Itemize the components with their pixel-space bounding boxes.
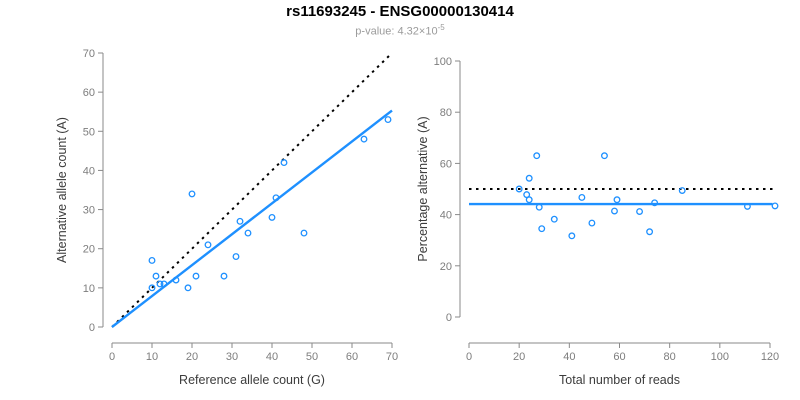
x-tick-label: 120 <box>761 351 779 363</box>
y-tick-label: 70 <box>83 48 95 60</box>
y-axis-title: Alternative allele count (A) <box>55 117 69 263</box>
data-point <box>244 229 252 237</box>
data-point <box>360 135 368 143</box>
x-axis-title: Total number of reads <box>559 373 680 387</box>
data-point <box>533 152 541 160</box>
data-point <box>220 272 228 280</box>
data-point <box>156 280 164 288</box>
y-tick-label: 60 <box>440 158 452 170</box>
y-tick-label: 20 <box>83 244 95 256</box>
y-tick-label: 50 <box>83 126 95 138</box>
x-tick-label: 0 <box>466 351 472 363</box>
x-tick-label: 20 <box>513 351 525 363</box>
x-tick-label: 0 <box>109 351 115 363</box>
x-tick-label: 10 <box>146 351 158 363</box>
x-tick-label: 50 <box>306 351 318 363</box>
y-tick-label: 0 <box>446 312 452 324</box>
x-axis-title: Reference allele count (G) <box>179 373 325 387</box>
data-point <box>525 174 533 182</box>
y-tick-label: 0 <box>89 322 95 334</box>
data-point <box>172 276 180 284</box>
figure-subtitle: p-value: 4.32×10-5 <box>0 23 800 38</box>
data-point <box>646 228 654 236</box>
y-tick-label: 40 <box>83 165 95 177</box>
x-tick-label: 80 <box>664 351 676 363</box>
y-tick-label: 30 <box>83 205 95 217</box>
x-tick-label: 20 <box>186 351 198 363</box>
x-tick-label: 100 <box>711 351 729 363</box>
data-point <box>515 185 523 193</box>
data-point <box>188 190 196 198</box>
data-point <box>525 196 533 204</box>
data-point <box>771 202 779 210</box>
data-point <box>613 196 621 204</box>
x-tick-label: 40 <box>563 351 575 363</box>
y-tick-label: 100 <box>434 56 452 68</box>
fit-line <box>111 109 393 328</box>
data-point <box>232 253 240 260</box>
data-point <box>588 219 596 227</box>
x-tick-label: 40 <box>266 351 278 363</box>
pvalue-exponent: -5 <box>437 23 445 32</box>
pvalue-text: p-value: 4.32×10 <box>355 25 438 38</box>
y-axis-title: Percentage alternative (A) <box>416 116 430 261</box>
x-tick-label: 70 <box>386 351 398 363</box>
data-point <box>204 241 212 249</box>
data-point <box>192 272 200 280</box>
data-point <box>568 232 576 240</box>
data-point <box>280 159 288 167</box>
data-point <box>611 207 618 215</box>
y-tick-label: 20 <box>440 261 452 273</box>
data-point <box>272 194 280 202</box>
data-point <box>152 272 160 280</box>
data-point <box>300 229 308 237</box>
figure-title: rs11693245 - ENSG00000130414 <box>286 3 514 20</box>
data-point <box>538 225 546 233</box>
data-point <box>148 257 156 264</box>
data-point <box>578 193 586 201</box>
data-point <box>550 215 558 223</box>
data-point <box>601 152 608 160</box>
data-point <box>160 280 168 288</box>
x-tick-label: 30 <box>226 351 238 363</box>
data-point <box>148 284 156 292</box>
y-tick-label: 80 <box>440 107 452 119</box>
y-tick-label: 40 <box>440 210 452 222</box>
data-point <box>268 213 276 221</box>
data-point <box>651 199 659 207</box>
data-point <box>636 208 644 215</box>
y-tick-label: 10 <box>83 283 95 295</box>
x-tick-label: 60 <box>346 351 358 363</box>
x-tick-label: 60 <box>613 351 625 363</box>
data-point <box>743 202 751 210</box>
data-point <box>678 187 686 194</box>
y-tick-label: 60 <box>83 87 95 99</box>
data-point <box>236 217 244 225</box>
data-point <box>184 284 192 292</box>
data-point <box>535 203 543 211</box>
data-point <box>384 116 392 123</box>
